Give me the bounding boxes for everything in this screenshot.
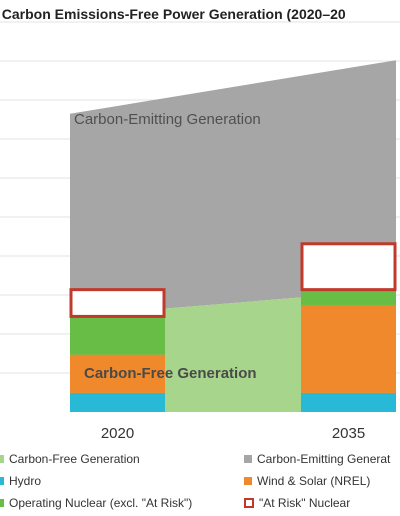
legend-operating-nuclear-swatch bbox=[0, 499, 4, 507]
legend-carbon-free-swatch bbox=[0, 455, 4, 463]
bar-operating-nuclear-2020 bbox=[70, 316, 165, 355]
legend-hydro-swatch bbox=[0, 477, 4, 485]
legend-carbon-emitting-swatch bbox=[244, 455, 252, 463]
bar-wind-solar-2035 bbox=[301, 304, 396, 393]
bar-wind-solar-2020 bbox=[70, 354, 165, 393]
legend-wind-solar-label: Wind & Solar (NREL) bbox=[257, 474, 371, 488]
x-tick-label-2035: 2035 bbox=[332, 425, 365, 442]
legend-operating-nuclear-label: Operating Nuclear (excl. "At Risk") bbox=[9, 496, 193, 510]
legend-hydro: Hydro bbox=[0, 474, 41, 488]
bar-layer bbox=[69, 242, 397, 412]
legend-hydro-label: Hydro bbox=[9, 474, 42, 488]
legend-carbon-free-label: Carbon-Free Generation bbox=[9, 452, 140, 466]
x-tick-label-2020: 2020 bbox=[101, 425, 134, 442]
legend-at-risk-nuclear-label: "At Risk" Nuclear bbox=[259, 496, 351, 510]
bar-operating-nuclear-2035 bbox=[301, 289, 396, 305]
bar-at-risk-nuclear-2035 bbox=[300, 242, 397, 292]
bar-at-risk-nuclear-2020 bbox=[69, 288, 166, 318]
chart-title: . Carbon Emissions-Free Power Generation… bbox=[0, 6, 346, 22]
legend-at-risk-nuclear-swatch bbox=[244, 498, 254, 508]
legend-wind-solar-swatch bbox=[244, 477, 252, 485]
legend-carbon-emitting: Carbon-Emitting Generat bbox=[244, 452, 390, 466]
bar-hydro-2020 bbox=[70, 392, 165, 412]
legend-wind-solar: Wind & Solar (NREL) bbox=[244, 474, 370, 488]
legend-carbon-emitting-label: Carbon-Emitting Generat bbox=[257, 452, 391, 466]
legend-operating-nuclear: Operating Nuclear (excl. "At Risk") bbox=[0, 496, 192, 510]
annotation-carbon-free: Carbon-Free Generation bbox=[84, 365, 257, 382]
legend-carbon-free: Carbon-Free Generation bbox=[0, 452, 140, 466]
legend-at-risk-nuclear: "At Risk" Nuclear bbox=[244, 496, 350, 510]
annotation-carbon-emitting: Carbon-Emitting Generation bbox=[74, 111, 261, 128]
bar-hydro-2035 bbox=[301, 392, 396, 412]
label-layer: Carbon-Emitting Generation Carbon-Free Ge… bbox=[74, 111, 365, 442]
